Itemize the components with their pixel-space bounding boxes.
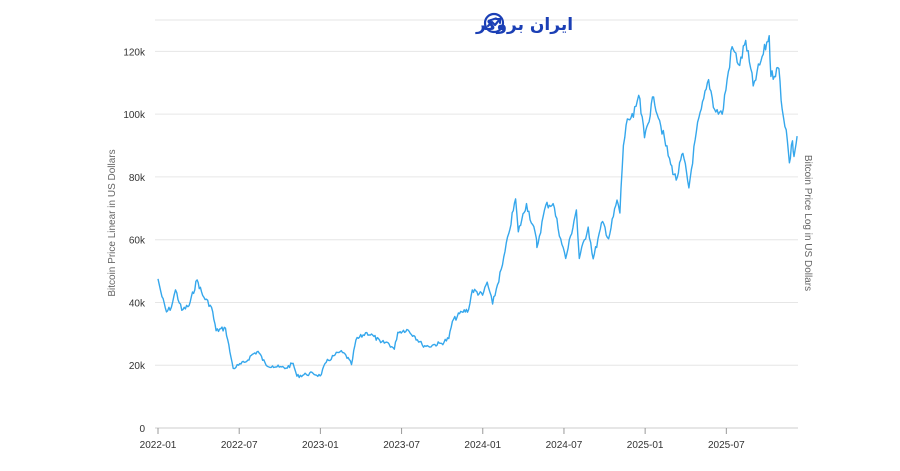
y-tick-label: 120k bbox=[123, 47, 146, 58]
x-tick-label: 2024-01 bbox=[464, 440, 501, 451]
x-tick-label: 2025-01 bbox=[627, 440, 664, 451]
y-tick-label: 20k bbox=[129, 361, 146, 372]
y-tick-label: 60k bbox=[129, 236, 146, 247]
y-axis-left-title: Bitcoin Price Linear in US Dollars bbox=[107, 149, 118, 296]
logo-text: ایران بروکر bbox=[475, 15, 573, 35]
gridlines bbox=[155, 19, 798, 366]
y-tick-label: 0 bbox=[139, 424, 145, 435]
x-tick-label: 2025-07 bbox=[708, 440, 745, 451]
x-tick-label: 2022-07 bbox=[221, 440, 258, 451]
x-tick-label: 2023-07 bbox=[383, 440, 420, 451]
logo: ایران بروکر bbox=[475, 12, 573, 35]
x-tick-label: 2022-01 bbox=[140, 440, 177, 451]
y-tick-label: 40k bbox=[129, 298, 146, 309]
trend-chart-icon bbox=[483, 12, 505, 34]
x-axis-ticks: 2022-01 2022-07 2023-01 2023-07 2024-01 2024-… bbox=[140, 428, 745, 451]
y-tick-label: 80k bbox=[129, 173, 146, 184]
y-axis-ticks: 0 20k 40k 60k 80k 100k 120k bbox=[123, 47, 146, 435]
x-tick-label: 2024-07 bbox=[546, 440, 583, 451]
y-tick-label: 100k bbox=[123, 110, 146, 121]
x-tick-label: 2023-01 bbox=[302, 440, 339, 451]
y-axis-right-title: Bitcoin Price Log in US Dollars bbox=[802, 155, 813, 291]
price-series-line bbox=[157, 35, 798, 379]
